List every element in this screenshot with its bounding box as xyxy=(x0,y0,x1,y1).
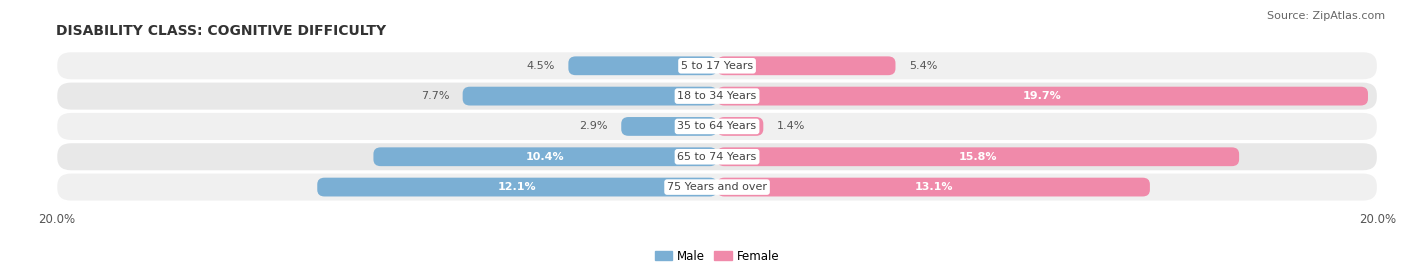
Text: 4.5%: 4.5% xyxy=(527,61,555,71)
FancyBboxPatch shape xyxy=(717,56,896,75)
Text: 35 to 64 Years: 35 to 64 Years xyxy=(678,121,756,132)
Text: 2.9%: 2.9% xyxy=(579,121,607,132)
FancyBboxPatch shape xyxy=(568,56,717,75)
FancyBboxPatch shape xyxy=(717,147,1239,166)
FancyBboxPatch shape xyxy=(318,178,717,196)
FancyBboxPatch shape xyxy=(717,178,1150,196)
FancyBboxPatch shape xyxy=(56,51,1378,80)
FancyBboxPatch shape xyxy=(56,142,1378,171)
Text: 19.7%: 19.7% xyxy=(1024,91,1062,101)
Text: 10.4%: 10.4% xyxy=(526,152,565,162)
FancyBboxPatch shape xyxy=(56,112,1378,141)
Text: 75 Years and over: 75 Years and over xyxy=(666,182,768,192)
FancyBboxPatch shape xyxy=(717,87,1368,105)
FancyBboxPatch shape xyxy=(463,87,717,105)
Text: 1.4%: 1.4% xyxy=(776,121,804,132)
Text: 18 to 34 Years: 18 to 34 Years xyxy=(678,91,756,101)
FancyBboxPatch shape xyxy=(56,82,1378,111)
Text: DISABILITY CLASS: COGNITIVE DIFFICULTY: DISABILITY CLASS: COGNITIVE DIFFICULTY xyxy=(56,24,387,38)
Text: 65 to 74 Years: 65 to 74 Years xyxy=(678,152,756,162)
Legend: Male, Female: Male, Female xyxy=(650,245,785,267)
Text: 13.1%: 13.1% xyxy=(914,182,953,192)
Text: 12.1%: 12.1% xyxy=(498,182,537,192)
Text: 5.4%: 5.4% xyxy=(908,61,936,71)
FancyBboxPatch shape xyxy=(56,172,1378,202)
Text: Source: ZipAtlas.com: Source: ZipAtlas.com xyxy=(1267,11,1385,21)
FancyBboxPatch shape xyxy=(717,117,763,136)
Text: 5 to 17 Years: 5 to 17 Years xyxy=(681,61,754,71)
Text: 15.8%: 15.8% xyxy=(959,152,997,162)
FancyBboxPatch shape xyxy=(621,117,717,136)
Text: 7.7%: 7.7% xyxy=(420,91,450,101)
FancyBboxPatch shape xyxy=(374,147,717,166)
